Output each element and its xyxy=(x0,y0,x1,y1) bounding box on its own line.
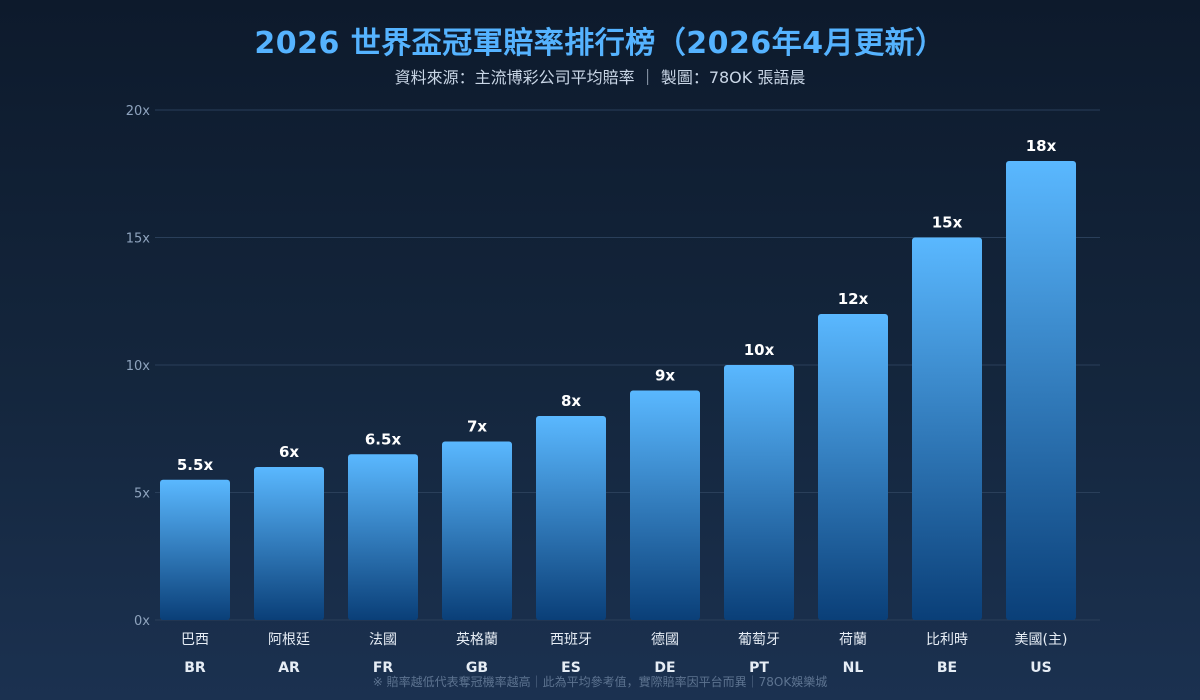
bar-be xyxy=(912,237,982,620)
chart-title: 2026 世界盃冠軍賠率排行榜（2026年4月更新） xyxy=(254,26,946,61)
bar-gb xyxy=(442,441,512,620)
category-label: 德國 xyxy=(651,632,679,648)
category-label: 法國 xyxy=(369,632,397,648)
bar-nl xyxy=(818,314,888,620)
value-label: 9x xyxy=(655,367,675,385)
value-label: 12x xyxy=(838,290,869,308)
country-code-label: FR xyxy=(373,660,394,676)
y-tick-label: 10x xyxy=(126,359,151,374)
value-label: 15x xyxy=(932,214,963,232)
category-label: 西班牙 xyxy=(550,632,592,648)
bar-es xyxy=(536,416,606,620)
category-label: 阿根廷 xyxy=(268,632,310,648)
category-label: 荷蘭 xyxy=(839,632,867,648)
value-label: 8x xyxy=(561,392,581,410)
value-label: 10x xyxy=(744,341,775,359)
country-code-label: BE xyxy=(937,660,957,676)
value-label: 7x xyxy=(467,418,487,436)
footnote: ※ 賠率越低代表奪冠機率越高｜此為平均參考值，實際賠率因平台而異｜78OK娛樂城 xyxy=(372,675,828,689)
y-tick-label: 15x xyxy=(126,232,151,247)
chart-subtitle: 資料來源：主流博彩公司平均賠率 ｜ 製圖：78OK 張語晨 xyxy=(394,68,806,87)
bar-fr xyxy=(348,454,418,620)
category-label: 葡萄牙 xyxy=(738,632,780,648)
value-labels: 5.5x 6x 6.5x 7x 8x 9x 10x 12x 15x 18x xyxy=(177,137,1057,474)
country-code-label: US xyxy=(1030,660,1051,676)
bar-de xyxy=(630,390,700,620)
category-label: 比利時 xyxy=(926,632,968,648)
country-code-label: DE xyxy=(654,660,675,676)
country-code-label: NL xyxy=(843,660,864,676)
value-label: 18x xyxy=(1026,137,1057,155)
country-code-label: AR xyxy=(278,660,300,676)
category-labels: 巴西 BR 阿根廷 AR 法國 FR 英格蘭 GB 西班牙 ES 德國 DE 葡萄牙 PT 荷蘭 NL 比利時 B… xyxy=(181,631,1067,676)
y-tick-label: 0x xyxy=(134,614,150,629)
bar-pt xyxy=(724,365,794,620)
country-code-label: BR xyxy=(184,660,206,676)
country-code-label: GB xyxy=(466,660,488,676)
category-label: 巴西 xyxy=(181,632,209,648)
bars xyxy=(160,161,1076,620)
bar-us xyxy=(1006,161,1076,620)
bar-ar xyxy=(254,467,324,620)
y-axis-ticks: 0x 5x 10x 15x 20x xyxy=(126,104,151,629)
y-tick-label: 20x xyxy=(126,104,151,119)
value-label: 6.5x xyxy=(365,430,402,448)
y-tick-label: 5x xyxy=(134,487,150,502)
category-label: 美國(主) xyxy=(1015,632,1068,648)
country-code-label: ES xyxy=(561,660,581,676)
category-label: 英格蘭 xyxy=(456,631,498,648)
value-label: 5.5x xyxy=(177,456,214,474)
value-label: 6x xyxy=(279,443,299,461)
country-code-label: PT xyxy=(749,660,769,676)
bar-br xyxy=(160,479,230,620)
